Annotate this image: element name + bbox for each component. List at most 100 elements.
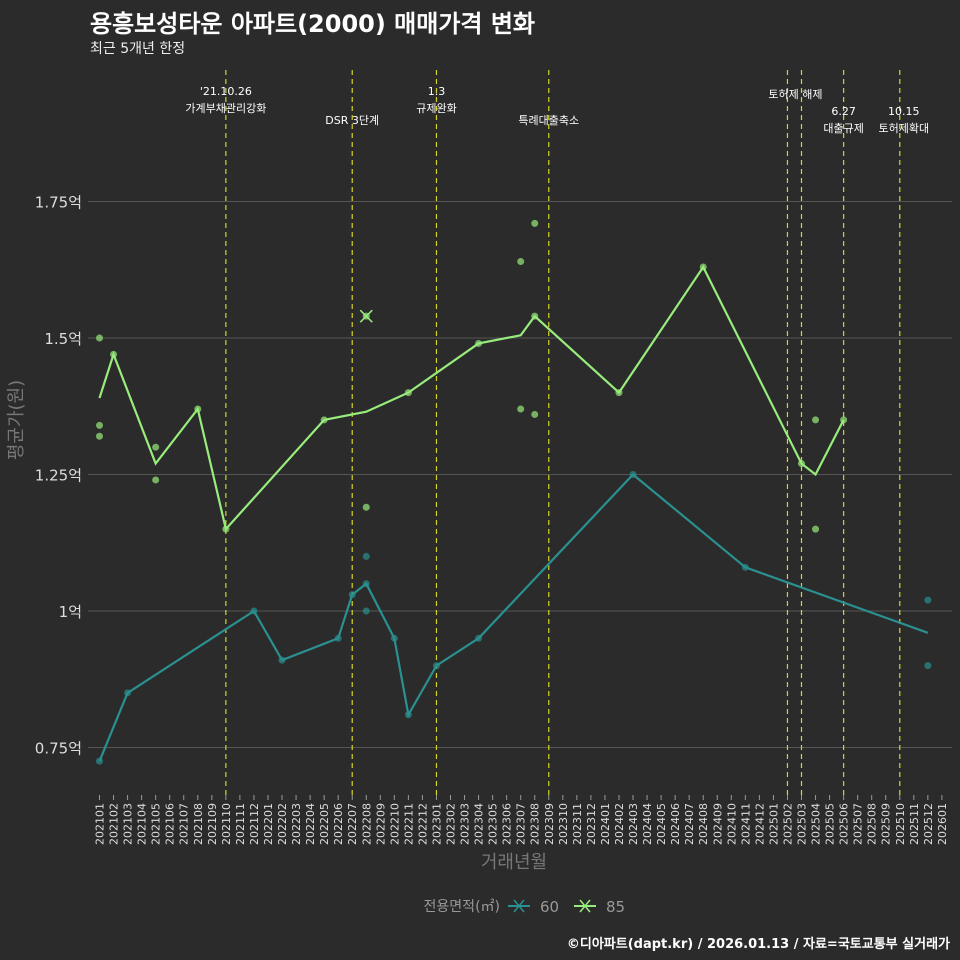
x-tick-label: 202107 (178, 803, 191, 845)
x-tick-label: 202108 (192, 803, 205, 845)
x-tick-label: 202412 (753, 803, 766, 845)
legend-marker-icon (513, 899, 525, 913)
x-tick-label: 202512 (922, 803, 935, 845)
x-tick-label: 202212 (416, 803, 429, 845)
y-axis-label: 평균가(원) (6, 380, 27, 460)
x-tick-label: 202404 (641, 803, 654, 845)
data-point-85 (96, 334, 103, 342)
data-point-85 (517, 405, 525, 413)
event-annotation: DSR 3단계 (325, 114, 379, 127)
y-tick-label: 0.75억 (35, 740, 82, 758)
event-annotation: '21.10.26 (200, 85, 252, 98)
data-point-85 (152, 443, 160, 451)
x-tick-label: 202101 (94, 803, 107, 845)
event-annotation: 10.15 (888, 105, 920, 118)
x-tick-label: 202508 (866, 803, 879, 845)
x-tick-label: 202405 (655, 803, 668, 845)
y-tick-label: 1.25억 (35, 467, 82, 485)
y-tick-label: 1.5억 (44, 330, 82, 348)
x-tick-label: 202208 (360, 803, 373, 845)
x-tick-label: 202307 (515, 803, 528, 845)
x-tick-label: 202411 (739, 803, 752, 845)
x-tick-label: 202209 (374, 803, 387, 845)
x-tick-label: 202302 (445, 803, 458, 845)
x-tick-label: 202306 (501, 803, 514, 845)
x-tick-label: 202204 (304, 803, 317, 845)
event-annotation: 토허제확대 (878, 122, 929, 135)
x-tick-label: 202202 (276, 803, 289, 845)
legend-title: 전용면적(㎡) (424, 899, 500, 915)
x-tick-label: 202301 (430, 803, 443, 845)
event-annotation: 특례대출축소 (518, 114, 579, 127)
cross-marker (359, 309, 373, 323)
x-tick-label: 202110 (220, 803, 233, 845)
legend-marker-icon (579, 899, 591, 913)
x-tick-label: 202407 (683, 803, 696, 845)
legend-label: 85 (606, 898, 625, 916)
x-tick-label: 202507 (852, 803, 865, 845)
x-tick-label: 202210 (388, 803, 401, 845)
chart-title: 용흥보성타운 아파트(2000) 매매가격 변화 (90, 10, 535, 38)
event-annotation: 대출규제 (823, 122, 863, 135)
x-tick-label: 202511 (908, 803, 921, 845)
data-point-60 (924, 596, 932, 604)
x-tick-label: 202401 (599, 803, 612, 845)
source-footer: ©디아파트(dapt.kr) / 2026.01.13 / 자료=국토교통부 실… (566, 937, 950, 952)
data-point-85 (152, 476, 160, 484)
data-point-60 (924, 662, 932, 670)
data-point-85 (812, 416, 820, 424)
data-point-85 (96, 432, 103, 440)
x-tick-label: 202112 (248, 803, 261, 845)
x-tick-label: 202408 (697, 803, 710, 845)
x-tick-label: 202103 (122, 803, 135, 845)
event-annotation: 6.27 (831, 105, 856, 118)
data-point-85 (812, 525, 820, 533)
x-tick-label: 202308 (529, 803, 542, 845)
x-tick-label: 202510 (894, 803, 907, 845)
series-line-85 (98, 264, 845, 532)
x-tick-label: 202504 (810, 803, 823, 845)
event-annotation: 토허제 해제 (768, 87, 822, 101)
data-point-60 (362, 607, 370, 615)
x-tick-label: 202305 (487, 803, 500, 845)
legend-label: 60 (540, 898, 559, 916)
x-tick-label: 202402 (613, 803, 626, 845)
x-tick-label: 202310 (557, 803, 570, 845)
x-axis-label: 거래년월 (481, 852, 547, 873)
x-tick-label: 202207 (346, 803, 359, 845)
chart-subtitle: 최근 5개년 한정 (90, 41, 186, 57)
data-point-85 (531, 219, 539, 227)
x-tick-label: 202509 (880, 803, 893, 845)
event-annotation: 규제완화 (416, 102, 456, 115)
x-tick-label: 202111 (234, 803, 247, 845)
x-tick-label: 202201 (262, 803, 275, 845)
x-tick-label: 202106 (164, 803, 177, 845)
x-tick-label: 202309 (543, 803, 556, 845)
x-tick-label: 202102 (108, 803, 121, 845)
x-tick-label: 202502 (781, 803, 794, 845)
series-line-60 (98, 472, 929, 762)
x-tick-label: 202203 (290, 803, 303, 845)
x-tick-label: 202505 (824, 803, 837, 845)
x-tick-label: 202506 (838, 803, 851, 845)
x-tick-label: 202109 (206, 803, 219, 845)
data-point-85 (96, 421, 103, 429)
x-tick-label: 202304 (473, 803, 486, 845)
x-tick-label: 202501 (767, 803, 780, 845)
x-tick-label: 202409 (711, 803, 724, 845)
data-point-85 (362, 503, 370, 511)
y-tick-label: 1.75억 (35, 194, 82, 212)
x-tick-label: 202601 (936, 803, 949, 845)
data-point-85 (531, 410, 539, 418)
x-tick-label: 202312 (585, 803, 598, 845)
data-point-85 (517, 258, 525, 266)
x-tick-label: 202410 (725, 803, 738, 845)
x-tick-label: 202211 (402, 803, 415, 845)
x-tick-label: 202104 (136, 803, 149, 845)
event-annotation: 1.3 (428, 85, 446, 98)
y-tick-label: 1억 (59, 603, 82, 621)
event-annotation: 가계부채관리강화 (185, 102, 266, 115)
x-tick-label: 202205 (318, 803, 331, 845)
x-tick-label: 202406 (669, 803, 682, 845)
